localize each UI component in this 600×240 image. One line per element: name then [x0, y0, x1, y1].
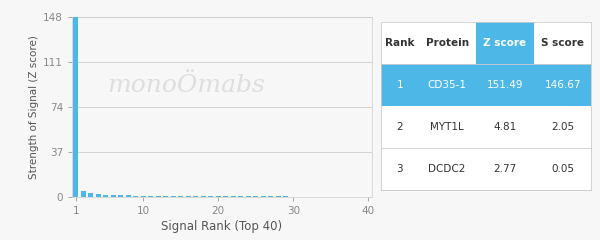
Bar [230, 196, 236, 197]
Bar [110, 195, 116, 197]
Bar [238, 196, 244, 197]
Bar [170, 196, 176, 197]
Bar [118, 195, 124, 197]
Bar [163, 196, 169, 197]
Bar [200, 196, 206, 197]
Y-axis label: Strength of Signal (Z score): Strength of Signal (Z score) [29, 35, 39, 179]
Bar [253, 196, 259, 197]
Bar [215, 196, 221, 197]
Bar [148, 196, 154, 197]
Text: Protein: Protein [425, 38, 469, 48]
Text: 2.77: 2.77 [493, 164, 517, 174]
Text: 3: 3 [397, 164, 403, 174]
Bar [95, 194, 101, 197]
Bar [223, 196, 229, 197]
X-axis label: Signal Rank (Top 40): Signal Rank (Top 40) [161, 220, 283, 233]
Text: 2: 2 [397, 122, 403, 132]
Text: 146.67: 146.67 [544, 80, 581, 90]
Text: 1: 1 [397, 80, 403, 90]
Bar [185, 196, 191, 197]
Bar [245, 196, 251, 197]
Bar [140, 196, 146, 197]
Bar [103, 195, 109, 197]
Text: DCDC2: DCDC2 [428, 164, 466, 174]
Bar [260, 196, 266, 197]
Text: 4.81: 4.81 [493, 122, 517, 132]
Text: Rank: Rank [385, 38, 415, 48]
Text: monoÖmabs: monoÖmabs [107, 74, 265, 97]
Text: Z score: Z score [484, 38, 526, 48]
Bar [133, 196, 139, 197]
Bar [80, 191, 86, 197]
Bar [208, 196, 214, 197]
Text: 2.05: 2.05 [551, 122, 574, 132]
Bar [125, 195, 131, 197]
Text: MYT1L: MYT1L [430, 122, 464, 132]
Text: 151.49: 151.49 [487, 80, 523, 90]
Text: CD35-1: CD35-1 [428, 80, 467, 90]
Bar [155, 196, 161, 197]
Text: 0.05: 0.05 [551, 164, 574, 174]
Text: S score: S score [541, 38, 584, 48]
Bar [73, 12, 79, 197]
Bar [193, 196, 199, 197]
Bar [178, 196, 184, 197]
Bar [88, 193, 94, 197]
